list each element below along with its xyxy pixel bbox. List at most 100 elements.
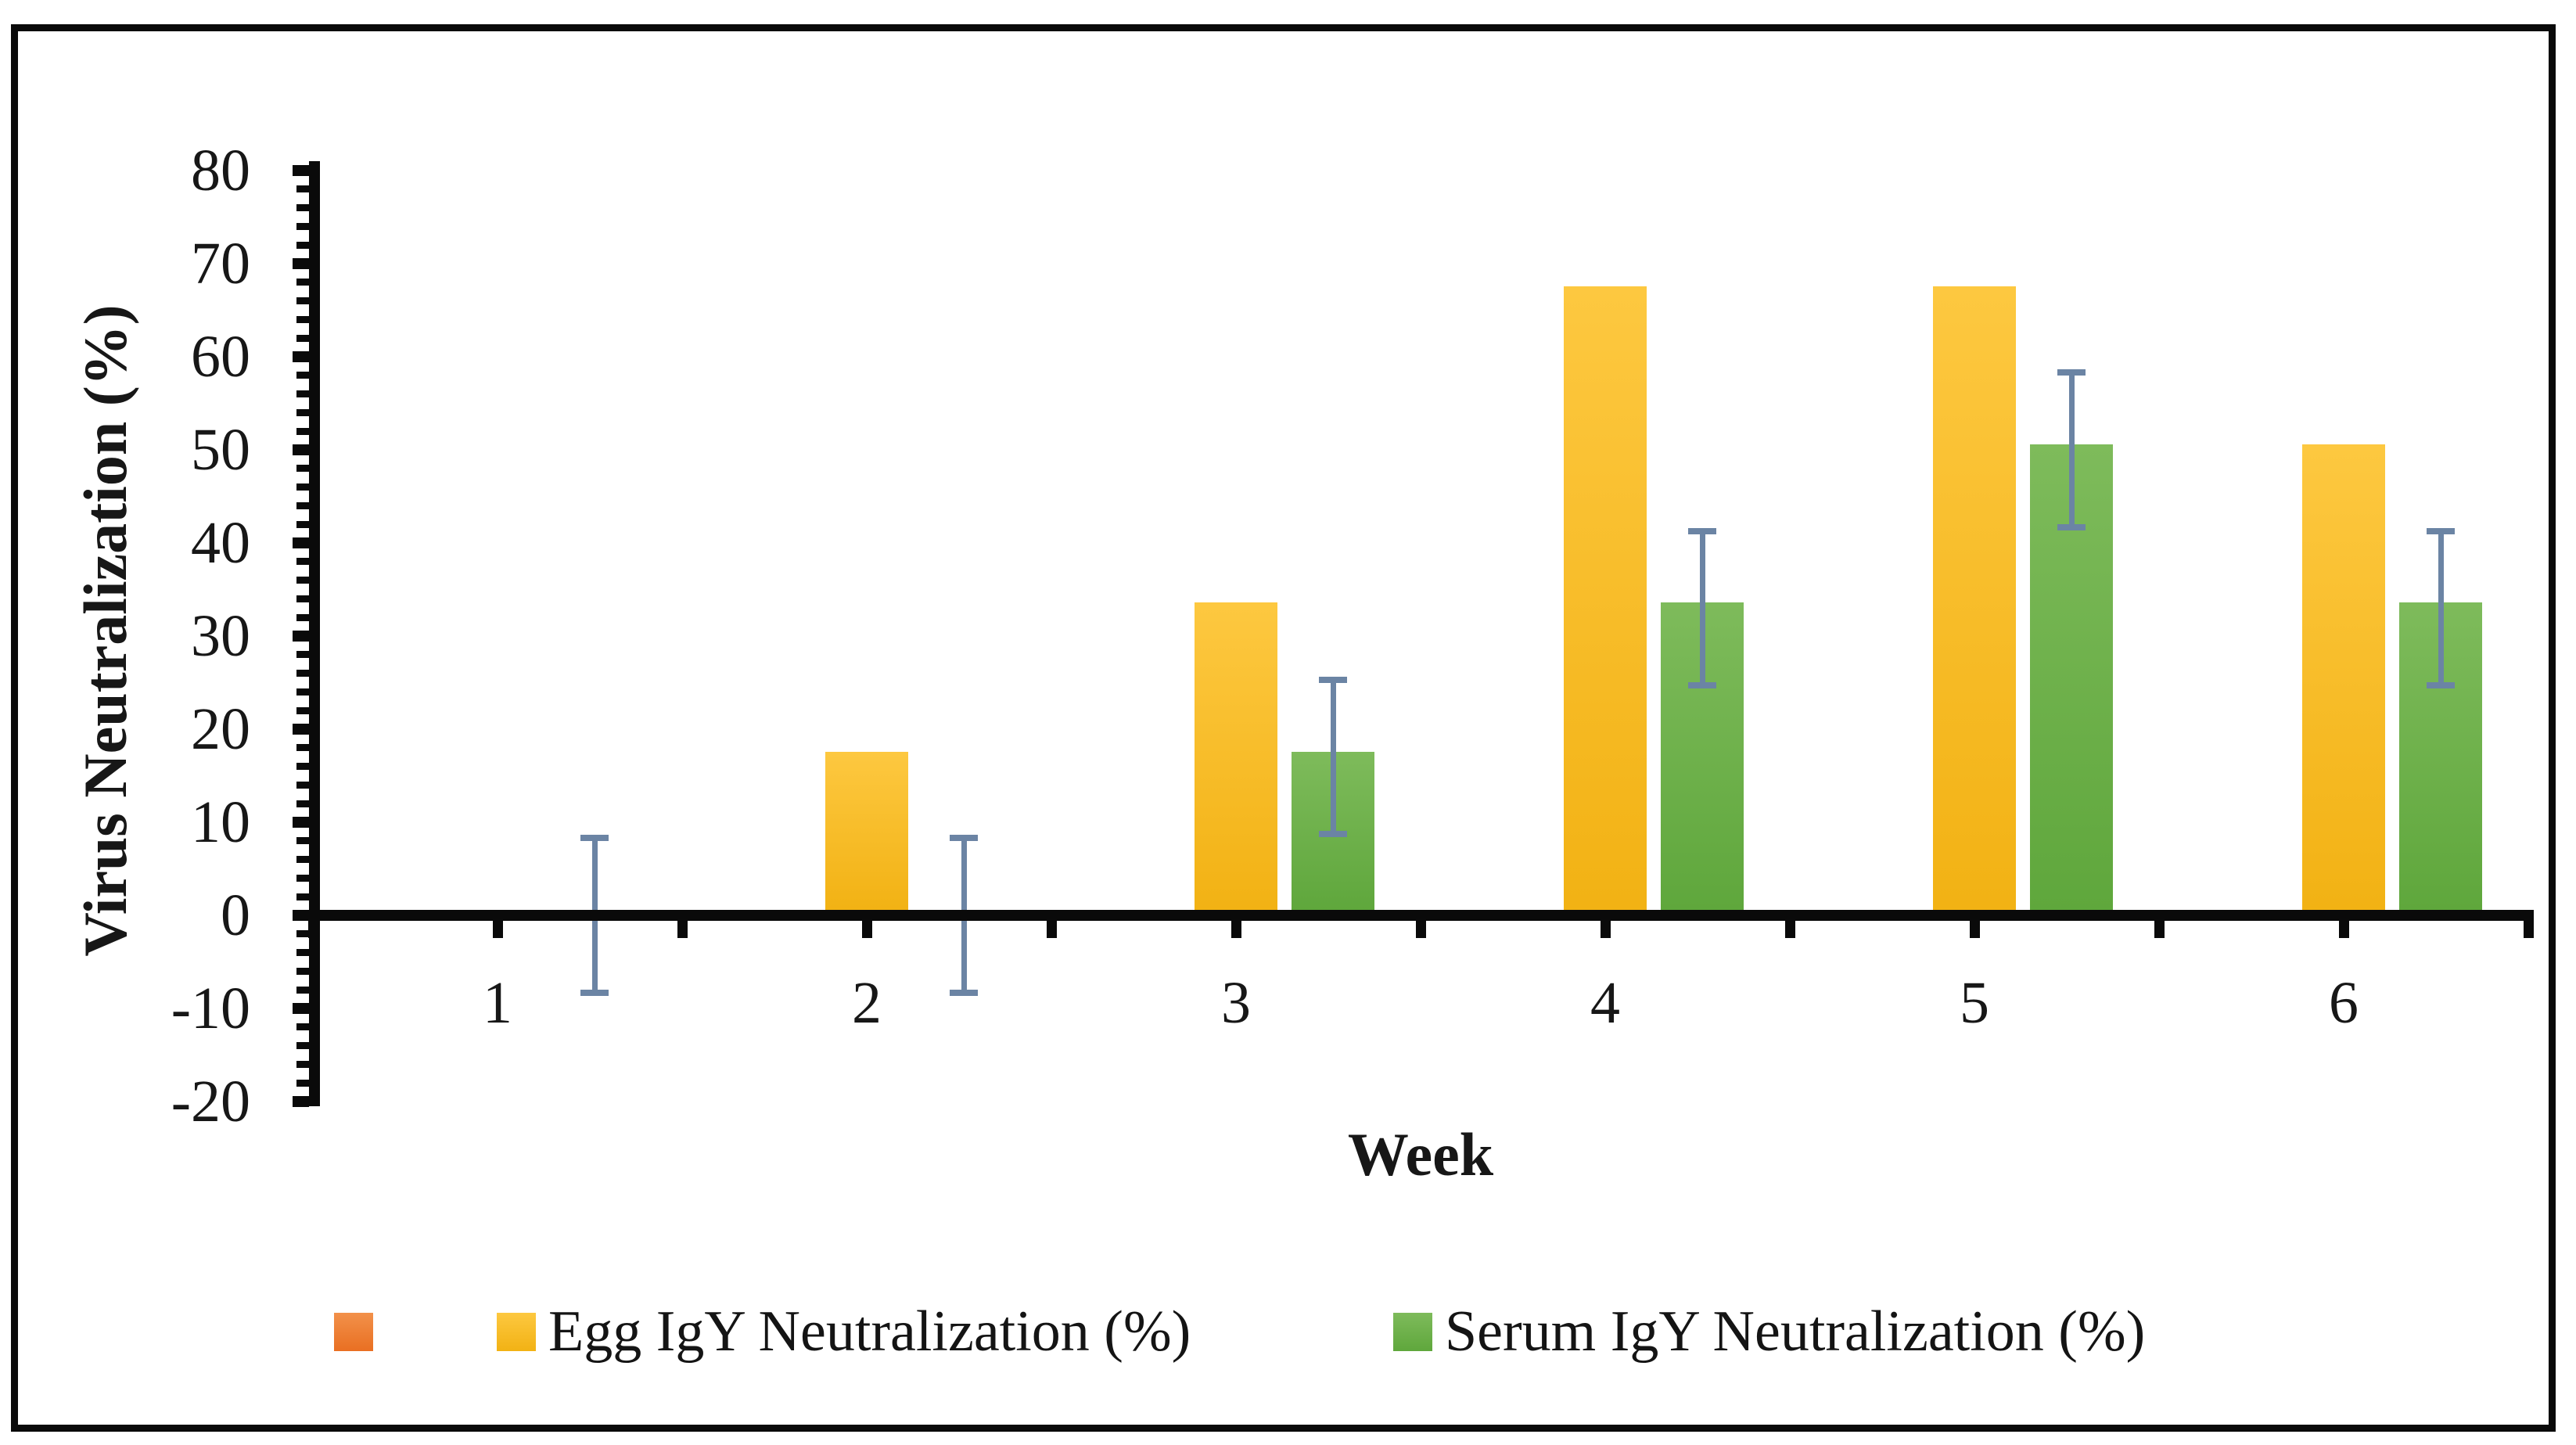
y-minor-tick-46 bbox=[296, 483, 309, 491]
error-bar-cap-top-serum-week-3 bbox=[1319, 676, 1347, 683]
y-minor-tick-24 bbox=[296, 688, 309, 696]
y-minor-tick-62 bbox=[296, 334, 309, 342]
x-tick-label-4: 4 bbox=[1590, 970, 1620, 1036]
y-tick-label--10: -10 bbox=[171, 976, 250, 1041]
error-bar-line-serum-week-6 bbox=[2438, 530, 2444, 686]
legend-swatch-blank bbox=[334, 1313, 373, 1351]
legend-label-egg: Egg IgY Neutralization (%) bbox=[548, 1299, 1191, 1364]
x-tick-9 bbox=[1969, 921, 1980, 938]
x-tick-label-5: 5 bbox=[1960, 970, 1989, 1036]
bar-egg-week-6 bbox=[2302, 444, 2385, 910]
x-tick-label-3: 3 bbox=[1221, 970, 1251, 1036]
y-minor-tick-16 bbox=[296, 763, 309, 771]
y-tick-label-0: 0 bbox=[221, 882, 250, 948]
error-bar-cap-top-serum-week-1 bbox=[580, 835, 609, 842]
y-minor-tick-72 bbox=[296, 241, 309, 249]
x-tick-6 bbox=[1415, 921, 1426, 938]
y-minor-tick-12 bbox=[296, 800, 309, 807]
y-major-tick-0 bbox=[293, 910, 309, 921]
figure-border bbox=[11, 24, 2556, 1432]
x-tick-1 bbox=[492, 921, 503, 938]
error-bar-cap-top-serum-week-6 bbox=[2427, 527, 2455, 534]
y-tick-label-30: 30 bbox=[191, 603, 250, 669]
y-minor-tick-26 bbox=[296, 670, 309, 678]
y-major-tick-60 bbox=[293, 351, 309, 362]
bar-egg-week-2 bbox=[825, 751, 908, 910]
y-minor-tick-28 bbox=[296, 651, 309, 659]
y-minor-tick--2 bbox=[296, 930, 309, 938]
error-bar-cap-bottom-serum-week-1 bbox=[580, 989, 609, 996]
y-major-tick-80 bbox=[293, 165, 309, 176]
y-minor-tick-32 bbox=[296, 613, 309, 621]
x-tick-11 bbox=[2338, 921, 2349, 938]
x-tick-8 bbox=[1784, 921, 1795, 938]
y-minor-tick-74 bbox=[296, 222, 309, 230]
y-tick-label-70: 70 bbox=[191, 231, 250, 297]
legend: Egg IgY Neutralization (%) Serum IgY Neut… bbox=[0, 1303, 2576, 1361]
x-tick-10 bbox=[2154, 921, 2165, 938]
error-bar-line-serum-week-5 bbox=[2068, 372, 2075, 527]
y-minor-tick-42 bbox=[296, 520, 309, 528]
error-bar-cap-bottom-serum-week-6 bbox=[2427, 682, 2455, 689]
y-major-tick-50 bbox=[293, 444, 309, 455]
y-major-tick-40 bbox=[293, 537, 309, 548]
y-axis-line bbox=[309, 161, 320, 1106]
x-axis-line bbox=[307, 910, 2534, 921]
x-axis-title: Week bbox=[1347, 1120, 1494, 1188]
y-axis-title: Virus Neutralization (%) bbox=[71, 304, 139, 957]
x-tick-label-2: 2 bbox=[852, 970, 882, 1036]
error-bar-cap-bottom-serum-week-3 bbox=[1319, 831, 1347, 838]
x-tick-2 bbox=[677, 921, 688, 938]
x-tick-5 bbox=[1231, 921, 1241, 938]
y-minor-tick-44 bbox=[296, 501, 309, 509]
x-tick-0 bbox=[307, 921, 318, 938]
y-minor-tick--16 bbox=[296, 1060, 309, 1068]
bar-egg-week-4 bbox=[1564, 286, 1647, 910]
x-tick-12 bbox=[2523, 921, 2534, 938]
error-bar-cap-bottom-serum-week-2 bbox=[950, 989, 978, 996]
y-minor-tick-8 bbox=[296, 837, 309, 845]
x-tick-label-6: 6 bbox=[2329, 970, 2359, 1036]
y-minor-tick-4 bbox=[296, 874, 309, 882]
legend-label-serum: Serum IgY Neutralization (%) bbox=[1445, 1299, 2146, 1364]
y-minor-tick-78 bbox=[296, 185, 309, 193]
error-bar-cap-top-serum-week-5 bbox=[2057, 369, 2086, 376]
y-minor-tick-56 bbox=[296, 390, 309, 398]
y-minor-tick-2 bbox=[296, 893, 309, 900]
y-minor-tick--4 bbox=[296, 949, 309, 957]
y-minor-tick-6 bbox=[296, 856, 309, 864]
y-tick-label--20: -20 bbox=[171, 1069, 250, 1134]
y-minor-tick-34 bbox=[296, 595, 309, 602]
y-minor-tick-76 bbox=[296, 204, 309, 212]
y-minor-tick-18 bbox=[296, 744, 309, 752]
error-bar-cap-bottom-serum-week-5 bbox=[2057, 523, 2086, 530]
y-minor-tick-48 bbox=[296, 465, 309, 473]
bar-egg-week-3 bbox=[1195, 602, 1277, 910]
y-minor-tick-52 bbox=[296, 427, 309, 435]
y-major-tick-20 bbox=[293, 724, 309, 735]
y-major-tick-10 bbox=[293, 817, 309, 828]
x-tick-label-1: 1 bbox=[483, 970, 512, 1036]
y-tick-label-20: 20 bbox=[191, 696, 250, 762]
y-minor-tick--12 bbox=[296, 1023, 309, 1031]
error-bar-cap-top-serum-week-2 bbox=[950, 835, 978, 842]
y-tick-label-60: 60 bbox=[191, 324, 250, 390]
y-tick-label-50: 50 bbox=[191, 417, 250, 483]
error-bar-cap-bottom-serum-week-4 bbox=[1688, 682, 1716, 689]
y-minor-tick--18 bbox=[296, 1079, 309, 1087]
y-major-tick-30 bbox=[293, 631, 309, 642]
y-minor-tick-14 bbox=[296, 781, 309, 789]
legend-swatch-serum bbox=[1393, 1313, 1432, 1351]
y-major-tick-70 bbox=[293, 258, 309, 269]
y-tick-label-80: 80 bbox=[191, 138, 250, 203]
y-minor-tick-38 bbox=[296, 558, 309, 566]
x-tick-7 bbox=[1600, 921, 1611, 938]
bar-egg-week-5 bbox=[1933, 286, 2016, 910]
error-bar-line-serum-week-3 bbox=[1330, 679, 1336, 835]
y-minor-tick-58 bbox=[296, 372, 309, 379]
error-bar-cap-top-serum-week-4 bbox=[1688, 527, 1716, 534]
y-major-tick--20 bbox=[293, 1096, 309, 1107]
y-minor-tick--6 bbox=[296, 967, 309, 975]
